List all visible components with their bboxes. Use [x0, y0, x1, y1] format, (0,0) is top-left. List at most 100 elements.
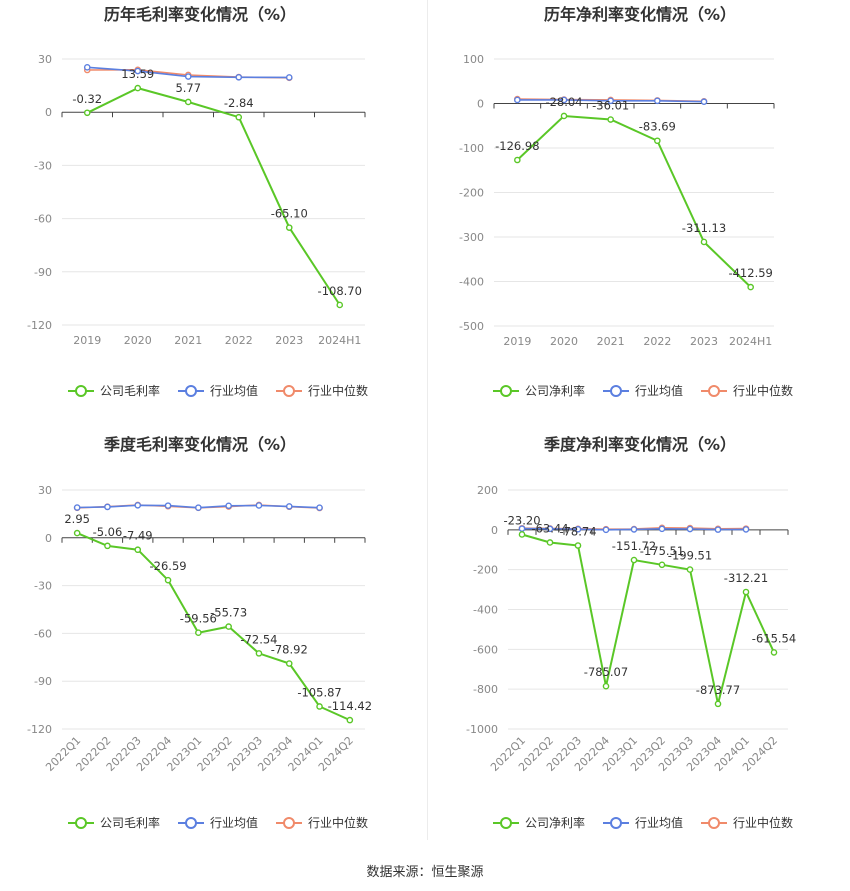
- data-label: -36.01: [592, 99, 629, 113]
- data-label: -5.06: [93, 525, 123, 539]
- data-point: [747, 283, 754, 291]
- data-point: [686, 525, 694, 533]
- x-tick-label: 2024H1: [318, 334, 361, 347]
- x-tick-label: 2021: [597, 335, 625, 348]
- legend-label: 行业均值: [635, 383, 683, 398]
- data-label: -105.87: [297, 685, 341, 699]
- y-tick-label: -200: [459, 187, 484, 200]
- legend-label: 行业均值: [635, 815, 683, 830]
- y-tick-label: 200: [477, 484, 498, 497]
- data-label: -108.70: [318, 284, 362, 298]
- chart-title: 历年毛利率变化情况（%）: [104, 5, 296, 24]
- data-point: [607, 116, 614, 123]
- data-point: [285, 224, 293, 231]
- y-tick-label: -90: [34, 675, 52, 688]
- data-point: [714, 526, 722, 533]
- data-point: [316, 703, 323, 710]
- data-point: [658, 561, 666, 569]
- data-point: [518, 531, 526, 538]
- chart-annual-gross-margin: 历年毛利率变化情况（%） 30 0 -30 -60 -90 -120 2019 2020 2021…: [0, 0, 428, 420]
- data-point: [316, 504, 323, 511]
- legend-label: 行业中位数: [733, 383, 793, 398]
- y-tick-label: -30: [34, 159, 52, 172]
- y-tick-label: -60: [34, 213, 52, 226]
- y-tick-label: -100: [459, 142, 484, 155]
- data-label: -72.54: [240, 632, 277, 646]
- data-point: [700, 238, 708, 246]
- data-label: -199.51: [668, 549, 712, 563]
- data-label: 5.77: [175, 81, 201, 95]
- data-label: -59.56: [180, 612, 217, 626]
- data-point: [630, 556, 638, 564]
- x-tick-label: 2020: [550, 335, 578, 348]
- data-source-note: 数据来源：恒生聚源: [366, 865, 484, 880]
- panel-divider: [427, 0, 428, 840]
- x-tick-label: 2021: [174, 334, 202, 347]
- data-point: [602, 682, 610, 690]
- legend-swatch-marker: [283, 817, 295, 829]
- y-tick-label: -400: [473, 604, 498, 617]
- data-point: [560, 96, 568, 104]
- legend-label: 行业中位数: [308, 383, 368, 398]
- data-label: -23.20: [503, 513, 540, 527]
- legend-label: 行业均值: [210, 815, 258, 830]
- series-line: [521, 533, 775, 705]
- y-tick-label: -300: [459, 231, 484, 244]
- data-point: [546, 539, 554, 546]
- x-tick-label: 2022: [643, 335, 671, 348]
- data-label: -65.10: [271, 207, 308, 221]
- data-point: [134, 546, 142, 554]
- data-point: [104, 542, 111, 550]
- data-point: [83, 64, 91, 71]
- legend-swatch-marker: [185, 385, 197, 397]
- legend-swatch-marker: [610, 817, 622, 829]
- data-point: [164, 576, 172, 584]
- data-point: [686, 566, 694, 573]
- chart-title: 季度净利率变化情况（%）: [543, 435, 736, 454]
- legend-swatch-marker: [500, 817, 512, 829]
- data-point: [654, 97, 661, 105]
- y-tick-label: -400: [459, 276, 484, 289]
- x-tick-label: 2023: [690, 335, 718, 348]
- y-tick-label: 0: [45, 106, 52, 119]
- y-tick-label: 0: [45, 532, 52, 545]
- data-label: -55.73: [210, 606, 247, 620]
- chart-svg: 历年净利率变化情况（%） 100 0 -100 -200 -300 -400 -500 2019…: [459, 5, 793, 398]
- data-label: -2.84: [224, 96, 254, 110]
- data-point: [742, 588, 750, 596]
- data-point: [514, 96, 521, 104]
- legend-swatch-marker: [75, 817, 87, 829]
- data-point: [658, 525, 666, 533]
- data-label: -114.42: [328, 699, 372, 713]
- legend-label: 行业均值: [210, 383, 258, 398]
- data-point: [255, 650, 263, 657]
- legend-label: 行业中位数: [308, 815, 368, 830]
- chart-quarterly-net-margin: 季度净利率变化情况（%） 200 0 -200 -400 -600 -800 -1000 202…: [428, 430, 850, 850]
- y-tick-label: 100: [463, 53, 484, 66]
- y-tick-label: -200: [473, 564, 498, 577]
- data-point: [195, 504, 202, 511]
- y-tick-label: -500: [459, 320, 484, 333]
- x-tick-label: 2020: [124, 334, 152, 347]
- data-point: [235, 73, 243, 81]
- data-label: -28.04: [545, 95, 582, 109]
- data-label: -63.44: [531, 521, 568, 535]
- y-tick-label: -90: [34, 266, 52, 279]
- data-label: -26.59: [150, 559, 187, 573]
- y-tick-label: -30: [34, 580, 52, 593]
- legend-swatch-marker: [708, 385, 720, 397]
- y-tick-label: -1000: [466, 723, 498, 736]
- legend-swatch-marker: [500, 385, 512, 397]
- chart-quarterly-gross-margin: 季度毛利率变化情况（%） 30 0 -30 -60 -90 -120 2022Q1 2022Q2…: [0, 430, 428, 850]
- data-point: [184, 98, 192, 106]
- data-point: [285, 74, 293, 81]
- data-point: [514, 156, 521, 164]
- legend-label: 公司毛利率: [100, 815, 160, 830]
- data-point: [574, 525, 582, 533]
- series-line: [76, 532, 351, 722]
- data-label: -312.21: [724, 571, 768, 585]
- y-tick-label: -60: [34, 627, 52, 640]
- data-point: [546, 525, 554, 533]
- data-point: [560, 112, 568, 120]
- y-tick-label: 30: [38, 484, 52, 497]
